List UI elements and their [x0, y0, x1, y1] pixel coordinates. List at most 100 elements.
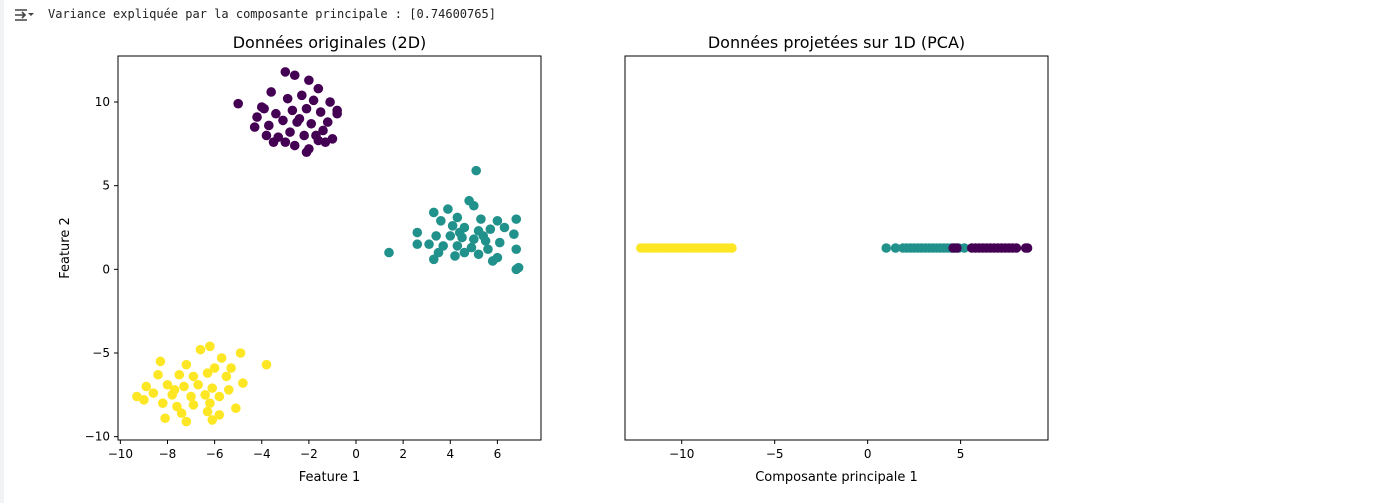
data-point-teal	[454, 227, 465, 238]
data-point-purple	[285, 127, 295, 137]
chart-projected-1d: Données projetées sur 1D (PCA) Composant…	[624, 33, 1049, 485]
data-point-yellow	[231, 403, 241, 414]
data-point-yellow	[141, 381, 152, 392]
data-point-purple	[233, 98, 243, 109]
x-tick-label: 0	[864, 447, 872, 461]
x-tick-label: −10	[108, 447, 133, 461]
data-point-teal	[890, 243, 901, 253]
x-tick-label: 5	[957, 447, 965, 461]
data-point-yellow	[174, 369, 185, 380]
data-point-teal	[466, 242, 477, 253]
chart-title: Données originales (2D)	[233, 33, 427, 52]
data-point-purple	[1022, 243, 1033, 253]
data-point-yellow	[157, 398, 168, 408]
data-point-teal	[509, 229, 519, 239]
data-point-yellow	[221, 371, 232, 382]
data-point-purple	[322, 117, 333, 127]
data-point-purple	[313, 135, 324, 146]
data-point-teal	[499, 222, 510, 233]
data-point-yellow	[205, 398, 215, 408]
data-point-yellow	[176, 408, 187, 419]
data-point-teal	[452, 241, 463, 251]
data-point-purple	[306, 118, 317, 129]
data-point-teal	[443, 204, 453, 214]
data-point-purple	[249, 122, 260, 132]
data-point-purple	[266, 87, 276, 97]
data-point-yellow	[139, 395, 149, 405]
data-point-purple	[1011, 243, 1022, 253]
data-point-yellow	[181, 359, 192, 370]
data-point-purple	[304, 75, 314, 86]
data-point-purple	[289, 140, 300, 151]
data-point-teal	[473, 249, 484, 260]
data-point-purple	[261, 130, 272, 141]
data-point-yellow	[238, 378, 248, 388]
x-axis-label: Feature 1	[299, 470, 361, 485]
plot-frame	[624, 55, 1049, 441]
data-point-teal	[469, 234, 479, 245]
x-axis-label: Composante principale 1	[755, 470, 918, 485]
data-point-yellow	[214, 410, 225, 420]
y-tick-label: 0	[102, 262, 110, 276]
data-point-yellow	[179, 381, 189, 392]
data-point-teal	[424, 239, 434, 250]
data-point-purple	[304, 144, 314, 154]
data-point-purple	[299, 130, 309, 141]
data-point-purple	[313, 83, 324, 94]
data-point-teal	[447, 221, 458, 231]
x-tick-label: −4	[253, 447, 271, 461]
y-tick-label: −5	[92, 346, 110, 360]
data-point-teal	[881, 243, 892, 253]
data-point-purple	[287, 105, 298, 116]
data-point-yellow	[214, 391, 225, 402]
data-point-purple	[271, 108, 281, 119]
data-point-teal	[428, 254, 439, 265]
x-tick-label: 0	[352, 447, 360, 461]
data-point-yellow	[202, 368, 213, 378]
x-tick-label: −8	[159, 447, 177, 461]
data-point-teal	[452, 212, 463, 223]
data-point-teal	[511, 214, 522, 224]
data-point-teal	[412, 227, 423, 238]
data-point-yellow	[181, 416, 192, 427]
data-point-yellow	[261, 359, 272, 370]
data-point-yellow	[207, 415, 218, 425]
data-point-teal	[478, 231, 489, 241]
data-point-purple	[301, 103, 312, 114]
data-point-teal	[450, 251, 460, 261]
data-point-yellow	[226, 363, 236, 373]
cell-gutter	[0, 0, 4, 503]
x-tick-label: 4	[446, 447, 454, 461]
data-point-purple	[308, 95, 319, 106]
data-point-yellow	[202, 406, 213, 417]
data-point-purple	[280, 67, 291, 77]
data-point-teal	[431, 231, 441, 241]
x-tick-label: 6	[494, 447, 502, 461]
data-point-teal	[511, 264, 522, 275]
data-point-yellow	[207, 383, 218, 393]
chart-original-2d: Données originales (2D) Feature 1 Featur…	[58, 33, 542, 485]
data-point-teal	[483, 244, 493, 255]
data-point-purple	[294, 113, 305, 124]
data-point-yellow	[195, 344, 206, 355]
y-tick-label: −10	[85, 430, 110, 444]
data-point-yellow	[188, 400, 199, 410]
data-point-yellow	[169, 385, 180, 395]
chart-title: Données projetées sur 1D (PCA)	[708, 33, 965, 52]
data-point-teal	[412, 239, 423, 250]
data-point-teal	[433, 247, 444, 258]
data-point-purple	[252, 112, 262, 122]
data-point-yellow	[235, 348, 246, 358]
y-axis-label: Feature 2	[58, 217, 73, 279]
data-point-yellow	[172, 401, 182, 412]
data-point-teal	[476, 214, 486, 224]
data-point-teal	[471, 165, 481, 176]
data-point-purple	[280, 137, 291, 147]
data-point-yellow	[188, 371, 199, 382]
output-collapse-icon[interactable]	[13, 6, 35, 24]
data-point-purple	[952, 243, 962, 253]
data-point-yellow	[186, 391, 196, 402]
data-point-yellow	[216, 353, 227, 363]
data-point-teal	[445, 231, 456, 241]
